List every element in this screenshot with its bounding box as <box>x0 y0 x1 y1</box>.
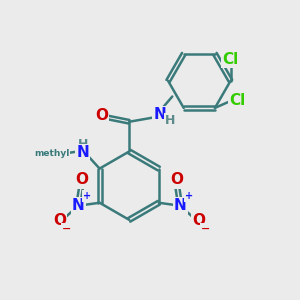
Text: N: N <box>174 198 187 213</box>
Text: +: + <box>185 191 193 201</box>
Text: O: O <box>95 108 108 123</box>
Text: O: O <box>53 213 66 228</box>
Text: O: O <box>192 213 205 228</box>
Text: methyl: methyl <box>34 149 70 158</box>
Text: O: O <box>170 172 183 188</box>
Text: N: N <box>76 145 89 160</box>
Text: Cl: Cl <box>222 52 239 67</box>
Text: Cl: Cl <box>229 93 245 108</box>
Text: H: H <box>78 138 88 151</box>
Text: N: N <box>153 107 166 122</box>
Text: −: − <box>200 224 210 234</box>
Text: −: − <box>61 224 71 234</box>
Text: +: + <box>83 191 91 201</box>
Text: H: H <box>165 114 175 128</box>
Text: N: N <box>72 198 85 213</box>
Text: O: O <box>75 172 88 188</box>
